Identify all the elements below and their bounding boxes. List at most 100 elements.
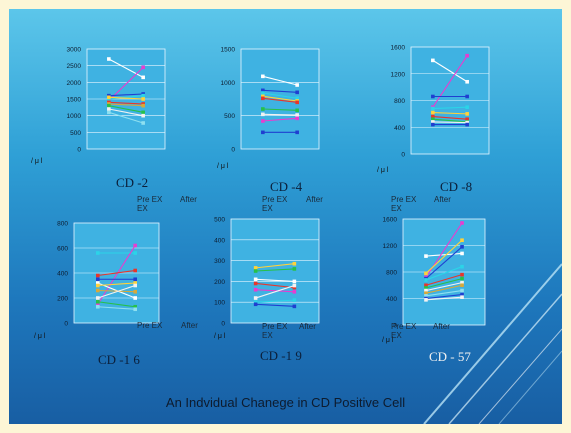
y-tick-label: 200 [214,279,225,286]
data-point [261,96,265,101]
chart-cd-16-title: CD -1 6 [98,352,140,367]
y-tick-label: 600 [57,246,68,253]
data-point [460,245,464,249]
series-line [262,108,298,111]
data-point [261,88,265,93]
y-tick-label: 2000 [67,80,82,87]
y-tick-label: 0 [221,321,225,328]
chart-cd-16-xlabel-pre: Pre EX [137,321,163,330]
y-tick-label: 800 [57,221,68,228]
data-point [107,110,111,115]
data-point [141,97,145,101]
chart-cd-4: 0 500 1000 1500 / μ l CD -4 Pre EX EX After [9,9,562,424]
data-point [424,291,428,295]
chart-cd-2-plot: 0 500 1000 1500 2000 2500 3000 [67,47,166,154]
chart-cd-19-title: CD -1 9 [260,348,302,363]
series-line [262,95,298,102]
chart-cd-19-xlabel-pre-text: Pre EX [262,322,288,331]
data-point [460,238,464,242]
data-point [96,288,100,293]
data-point [96,302,100,307]
data-point [424,283,428,288]
data-point [295,100,299,105]
series-line [432,118,468,123]
y-tick-label: 1500 [67,97,82,104]
y-tick-label: 0 [393,323,397,330]
data-point [292,304,297,309]
data-point [424,298,428,302]
data-point [431,110,435,115]
series-line [262,117,298,122]
chart-cd-4-xlabel-pre: Pre EX EX [262,195,287,213]
data-point [465,117,469,122]
y-tick-label: 500 [70,130,81,137]
data-point [465,112,469,116]
y-tick-label: 0 [231,147,235,154]
data-point [253,277,258,282]
data-point [465,122,469,127]
data-point [96,299,100,304]
series-line [432,59,468,83]
series-line [432,106,468,110]
data-point [295,90,299,95]
chart-cd-2-xlabel-after: After [180,195,197,204]
data-point [460,272,464,277]
chart-cd-8: 0 400 800 1200 1600 / μ l CD -8 [9,9,562,424]
series-line [255,299,295,303]
data-point [465,53,469,58]
y-tick-label: 400 [394,125,405,132]
series-line [255,278,295,282]
data-point [261,119,265,123]
data-point [292,285,297,290]
chart-cd-57-xlabel-ex: EX [391,331,402,340]
series-line [97,282,136,287]
series-line [255,268,295,272]
chart-cd-16-plot: 0 200 400 600 800 [57,221,160,328]
y-tick-label: 0 [401,152,405,159]
data-point [261,112,265,117]
data-point [460,288,464,293]
data-point [133,307,137,312]
data-point [424,288,428,293]
y-tick-label: 300 [214,258,225,265]
y-tick-label: 1500 [221,47,236,54]
data-point [465,79,469,84]
slide-caption: An Indvidual Chanege in CD Positive Cell [165,395,406,410]
data-point [133,296,137,300]
y-tick-label: 3000 [67,47,82,54]
y-tick-label: 0 [77,147,81,154]
chart-cd-4-title: CD -4 [270,179,303,194]
series-line [425,274,463,286]
series-line [262,89,298,93]
series-line [425,246,463,280]
y-tick-label: 0 [64,321,68,328]
chart-cd-4-xlabel-pre-text: Pre EX [262,195,288,204]
data-point [96,251,100,255]
chart-cd-57-xlabel-after: After [433,322,450,331]
data-point [424,254,428,258]
series-line [255,285,295,299]
chart-cd-19-xlabel-pre: Pre EX EX [262,322,287,340]
data-point [261,91,265,95]
data-point [295,116,299,121]
series-line [262,92,298,99]
series-line [97,269,136,277]
series-line [425,284,463,294]
chart-cd-57-unit: / μ l [382,337,394,344]
y-tick-label: 400 [214,237,225,244]
series-line [432,121,468,124]
data-point [431,94,435,99]
y-tick-label: 1000 [221,80,236,87]
data-point [141,110,145,115]
y-tick-label: 800 [394,98,405,105]
series-line [97,289,136,293]
data-point [96,296,100,300]
series-line [108,101,144,105]
series-line [425,282,463,292]
data-point [133,268,137,273]
data-point [424,286,428,290]
data-point [460,251,464,256]
data-point [261,94,265,99]
chart-cd-4-xlabel-ex: EX [262,204,273,213]
